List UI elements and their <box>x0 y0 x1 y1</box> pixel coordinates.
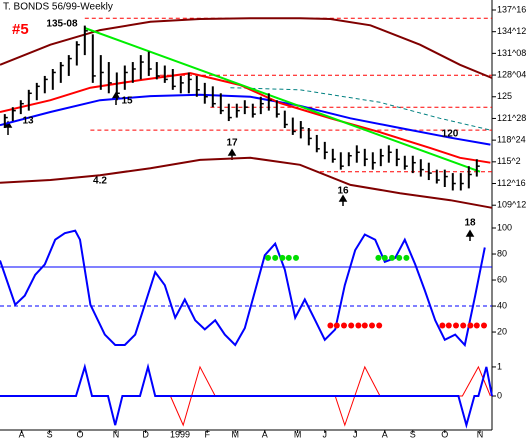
y-tick-label: 100 <box>497 222 512 232</box>
y-tick-label: 118^24 <box>497 135 526 145</box>
annotation: 13 <box>22 116 34 127</box>
badge: #5 <box>12 21 29 38</box>
x-tick-label: A <box>19 429 25 439</box>
signal-dot <box>396 254 403 261</box>
signal-dot <box>439 322 446 329</box>
signal-dot <box>293 254 299 261</box>
annotation: 16 <box>337 186 349 197</box>
line <box>0 93 491 146</box>
signal-dot <box>445 322 452 329</box>
annotation: 135-08 <box>46 19 78 30</box>
line <box>0 156 493 209</box>
y-tick-label: 128^04 <box>497 69 526 79</box>
arrow <box>338 194 348 206</box>
y-tick-label: 112^16 <box>497 178 526 188</box>
signal-dot <box>348 322 355 329</box>
y-tick-label: 134^12 <box>497 26 526 36</box>
signal-dot <box>376 322 383 329</box>
x-tick-label: N <box>113 429 120 439</box>
y-tick-label: 121^28 <box>497 113 526 123</box>
signal-dot <box>481 322 487 329</box>
signal-dot <box>361 322 368 329</box>
annotation: 17 <box>226 138 238 149</box>
x-tick-label: 1999 <box>170 429 190 439</box>
y-tick-label: 60 <box>497 274 507 284</box>
signal-dot <box>327 322 334 329</box>
signal-dot <box>375 254 382 261</box>
signal-dot <box>473 322 480 329</box>
line <box>0 17 493 79</box>
signal-dot <box>467 322 474 329</box>
arrow <box>465 229 475 241</box>
x-tick-label: N <box>477 429 484 439</box>
x-tick-label: J <box>323 429 328 439</box>
signal-dot <box>460 322 467 329</box>
annotation: 18 <box>464 218 476 229</box>
x-tick-label: S <box>410 429 416 439</box>
y-tick-label: 40 <box>497 300 507 310</box>
y-tick-label: 115^2 <box>497 156 521 166</box>
y-tick-label: 137^16 <box>497 4 526 14</box>
signal-dot <box>285 254 292 261</box>
y-tick-label: 125 <box>497 91 512 101</box>
x-tick-label: A <box>262 429 268 439</box>
signal-dot <box>333 322 340 329</box>
line <box>0 362 493 429</box>
y-tick-label: 109^12 <box>497 200 526 210</box>
x-tick-label: M <box>294 429 302 439</box>
signal-dot <box>355 322 362 329</box>
line <box>169 365 491 427</box>
dashed-line <box>230 87 491 131</box>
x-tick-label: O <box>76 429 83 439</box>
line <box>84 27 481 173</box>
x-tick-label: M <box>231 429 239 439</box>
signal-dot <box>369 322 375 329</box>
annotation: 4.2 <box>93 176 107 187</box>
line <box>0 72 491 164</box>
signal-dot <box>381 254 388 261</box>
y-tick-label: 1 <box>497 361 502 371</box>
line <box>0 229 486 348</box>
x-tick-label: F <box>204 429 210 439</box>
annotation: 120 <box>442 129 459 140</box>
x-tick-label: A <box>382 429 388 439</box>
x-tick-label: S <box>47 429 53 439</box>
signal-dot <box>272 254 279 261</box>
annotation: 15 <box>121 96 133 107</box>
x-tick-label: D <box>142 429 149 439</box>
signal-dot <box>265 254 271 261</box>
y-tick-label: 80 <box>497 248 507 258</box>
signal-dot <box>453 322 459 329</box>
x-tick-label: J <box>353 429 358 439</box>
signal-dot <box>279 254 286 261</box>
signal-dot <box>341 322 347 329</box>
chart-title: T. BONDS 56/99-Weekly <box>3 2 113 13</box>
y-tick-label: 131^08 <box>497 48 526 58</box>
x-tick-label: O <box>441 429 448 439</box>
y-tick-label: 20 <box>497 326 507 336</box>
y-tick-label: 0 <box>497 390 502 400</box>
signal-dot <box>389 254 395 261</box>
signal-dot <box>403 254 410 261</box>
